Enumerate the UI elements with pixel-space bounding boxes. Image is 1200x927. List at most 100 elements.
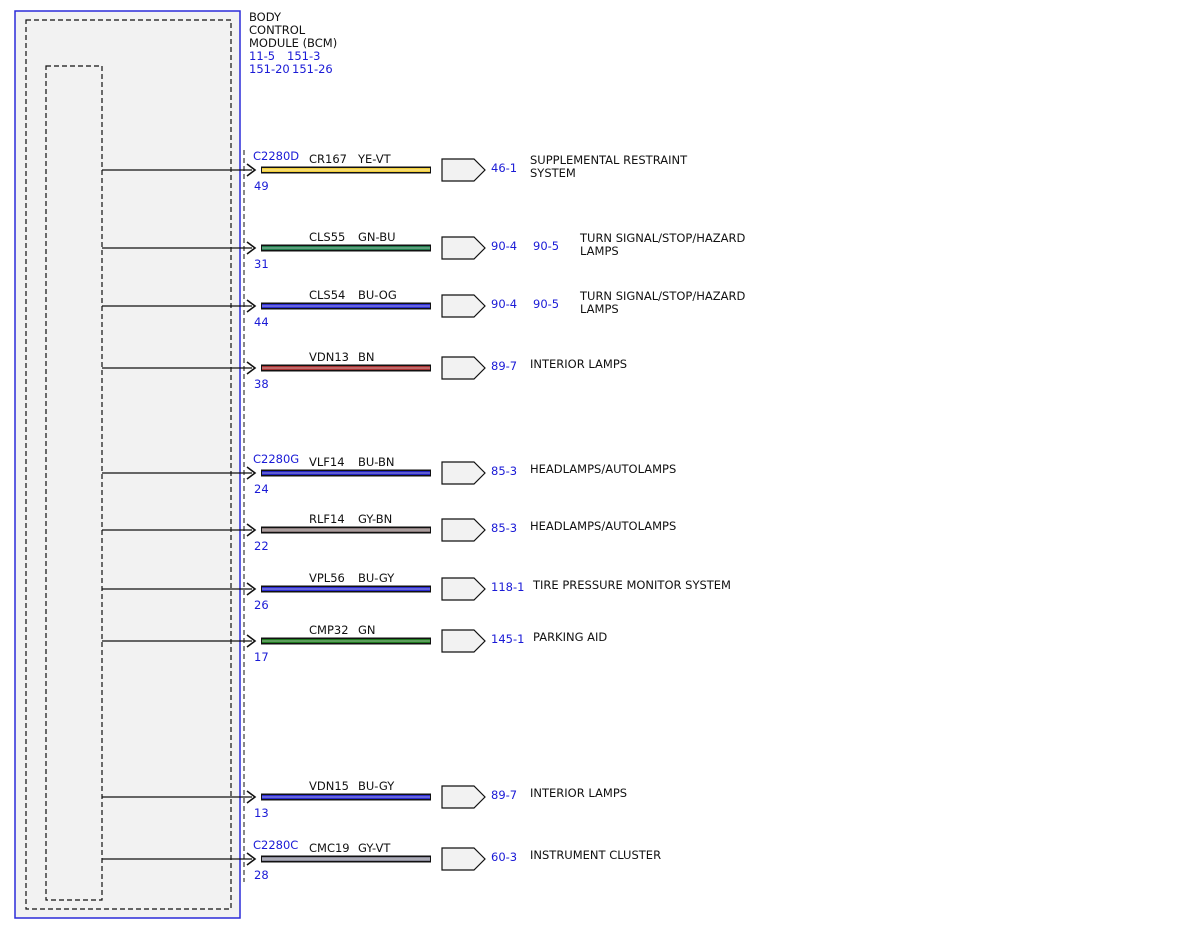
connector-id: C2280C bbox=[253, 838, 298, 852]
page-reference: 90-5 bbox=[533, 239, 559, 253]
bcm-module bbox=[14, 10, 245, 919]
bcm-module-inner-outline bbox=[25, 19, 232, 910]
circuit-row: 44 CLS54 BU-OG 90-4 90-5 TURN SIGNAL/STOP/HAZ… bbox=[102, 288, 745, 329]
destination-tag-icon bbox=[441, 785, 486, 809]
destination-label: HEADLAMPS/AUTOLAMPS bbox=[530, 462, 676, 476]
wire-color-code: GN bbox=[358, 623, 376, 637]
destination-label: INTERIOR LAMPS bbox=[530, 357, 627, 371]
bcm-module-label: BODY CONTROL MODULE (BCM) 11-5 151-3 151… bbox=[249, 10, 337, 76]
circuit-row: 22 RLF14 GY-BN 85-3 HEADLAMPS/AUTOLAMPS bbox=[102, 512, 676, 553]
connector-arrow-icon bbox=[246, 241, 257, 255]
circuit-row: C2280G 24 VLF14 BU-BN 85-3 HEADLAMPS/AUTOLAMP… bbox=[102, 452, 676, 496]
connector-arrow-icon bbox=[246, 582, 257, 596]
pin-number: 17 bbox=[254, 650, 269, 664]
pin-number: 22 bbox=[254, 539, 269, 553]
destination-label: INSTRUMENT CLUSTER bbox=[530, 848, 661, 862]
destination-tag-icon bbox=[441, 518, 486, 542]
destination-tag-icon bbox=[441, 577, 486, 601]
destination-tag-icon bbox=[441, 847, 486, 871]
circuits: C2280D 49 CR167 YE-VT 46-1 SUPPLEMENTAL RESTR… bbox=[102, 149, 745, 882]
circuit-code: VDN15 bbox=[309, 779, 349, 793]
destination-label: INTERIOR LAMPS bbox=[530, 786, 627, 800]
pin-number: 26 bbox=[254, 598, 269, 612]
module-title-line-2: CONTROL bbox=[249, 23, 306, 37]
circuit-code: CR167 bbox=[309, 152, 347, 166]
circuit-code: VLF14 bbox=[309, 455, 345, 469]
page-reference: 118-1 bbox=[491, 580, 524, 594]
pin-number: 49 bbox=[254, 179, 269, 193]
destination-label: SYSTEM bbox=[530, 166, 576, 180]
circuit-row: 17 CMP32 GN 145-1 PARKING AID bbox=[102, 623, 607, 664]
connector-arrow-icon bbox=[246, 790, 257, 804]
wire-color-code: BN bbox=[358, 350, 375, 364]
page-reference: 46-1 bbox=[491, 161, 517, 175]
wire-color-code: BU-BN bbox=[358, 455, 395, 469]
connector-id: C2280G bbox=[253, 452, 299, 466]
wire-color-code: GY-VT bbox=[358, 841, 391, 855]
pin-number: 31 bbox=[254, 257, 269, 271]
circuit-code: RLF14 bbox=[309, 512, 345, 526]
circuit-code: CLS54 bbox=[309, 288, 345, 302]
wire-color-code: BU-GY bbox=[358, 779, 395, 793]
destination-label: HEADLAMPS/AUTOLAMPS bbox=[530, 519, 676, 533]
destination-label: LAMPS bbox=[580, 302, 619, 316]
destination-label: SUPPLEMENTAL RESTRAINT bbox=[530, 153, 688, 167]
connector-arrow-icon bbox=[246, 634, 257, 648]
destination-tag-icon bbox=[441, 158, 486, 182]
bcm-module-outline bbox=[14, 10, 241, 919]
connector-arrow-icon bbox=[246, 361, 257, 375]
destination-tag-icon bbox=[441, 294, 486, 318]
circuit-code: CLS55 bbox=[309, 230, 345, 244]
module-title-line-3: MODULE (BCM) bbox=[249, 36, 337, 50]
page-reference: 90-4 bbox=[491, 239, 517, 253]
wire-color-code: BU-GY bbox=[358, 571, 395, 585]
pin-number: 13 bbox=[254, 806, 269, 820]
destination-tag-icon bbox=[441, 236, 486, 260]
circuit-row: C2280D 49 CR167 YE-VT 46-1 SUPPLEMENTAL RESTR… bbox=[102, 149, 688, 193]
module-ref: 11-5 bbox=[249, 49, 275, 63]
page-reference: 89-7 bbox=[491, 788, 517, 802]
page-reference: 90-5 bbox=[533, 297, 559, 311]
wire-color-code: YE-VT bbox=[357, 152, 392, 166]
circuit-row: 13 VDN15 BU-GY 89-7 INTERIOR LAMPS bbox=[102, 779, 627, 820]
pin-number: 38 bbox=[254, 377, 269, 391]
destination-tag-icon bbox=[441, 629, 486, 653]
bcm-module-bus-outline bbox=[45, 65, 103, 901]
wire-color-code: GN-BU bbox=[358, 230, 396, 244]
circuit-code: VPL56 bbox=[309, 571, 345, 585]
circuit-code: CMP32 bbox=[309, 623, 349, 637]
page-reference: 145-1 bbox=[491, 632, 524, 646]
page-reference: 85-3 bbox=[491, 521, 517, 535]
destination-label: PARKING AID bbox=[533, 630, 607, 644]
wire-color-code: BU-OG bbox=[358, 288, 397, 302]
circuit-row: 38 VDN13 BN 89-7 INTERIOR LAMPS bbox=[102, 350, 627, 391]
connector-arrow-icon bbox=[246, 523, 257, 537]
pin-number: 24 bbox=[254, 482, 269, 496]
page-reference: 89-7 bbox=[491, 359, 517, 373]
module-ref: 151-3 bbox=[287, 49, 320, 63]
destination-tag-icon bbox=[441, 356, 486, 380]
wire-color-code: GY-BN bbox=[358, 512, 392, 526]
destination-label: TIRE PRESSURE MONITOR SYSTEM bbox=[532, 578, 731, 592]
destination-label: TURN SIGNAL/STOP/HAZARD bbox=[579, 289, 745, 303]
connector-arrow-icon bbox=[246, 852, 257, 866]
module-ref: 151-20 bbox=[249, 62, 290, 76]
pin-number: 28 bbox=[254, 868, 269, 882]
module-title-line-1: BODY bbox=[249, 10, 282, 24]
page-reference: 85-3 bbox=[491, 464, 517, 478]
circuit-code: VDN13 bbox=[309, 350, 349, 364]
circuit-row: 31 CLS55 GN-BU 90-4 90-5 TURN SIGNAL/STOP/HAZ… bbox=[102, 230, 745, 271]
circuit-row: C2280C 28 CMC19 GY-VT 60-3 INSTRUMENT CLUSTER bbox=[102, 838, 661, 882]
connector-arrow-icon bbox=[246, 299, 257, 313]
destination-label: LAMPS bbox=[580, 244, 619, 258]
connector-id: C2280D bbox=[253, 149, 299, 163]
destination-label: TURN SIGNAL/STOP/HAZARD bbox=[579, 231, 745, 245]
destination-tag-icon bbox=[441, 461, 486, 485]
pin-number: 44 bbox=[254, 315, 269, 329]
page-reference: 90-4 bbox=[491, 297, 517, 311]
connector-arrow-icon bbox=[246, 466, 257, 480]
connector-arrow-icon bbox=[246, 163, 257, 177]
page-reference: 60-3 bbox=[491, 850, 517, 864]
circuit-code: CMC19 bbox=[309, 841, 350, 855]
